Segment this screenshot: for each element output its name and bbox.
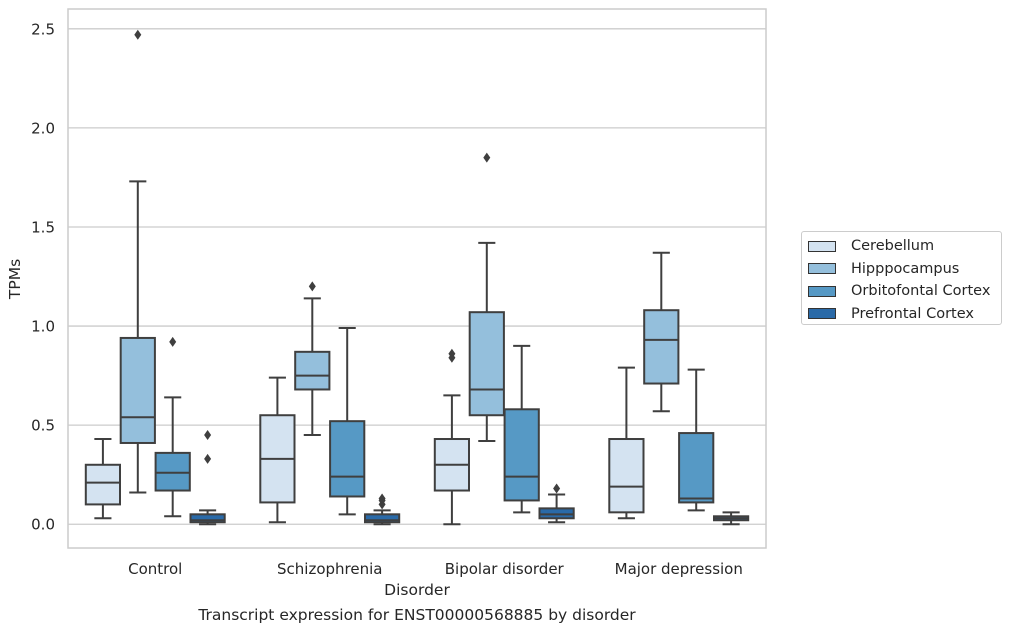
legend-swatch-prefrontal-cortex [808, 308, 836, 320]
legend-swatch-cerebellum [808, 240, 836, 252]
outlier-point [204, 453, 212, 464]
axis-layer: 0.0 0.5 1.0 1.5 2.0 2.5 Control Schizophrenia Bi… [31, 8, 767, 578]
box-cerebellum-control [84, 438, 122, 520]
legend: Cerebellum Hipppocampus Orbitofontal Cor… [801, 231, 1002, 325]
outlier-point [553, 483, 561, 494]
x-tick-label: Schizophrenia [277, 560, 382, 578]
box-cerebellum-bipolar-disorder [433, 348, 471, 526]
box-hipppocampus-major-depression [643, 251, 680, 413]
y-tick-label: 1.0 [31, 318, 55, 336]
plot-frame [67, 8, 767, 549]
x-axis-label: Disorder [384, 581, 450, 599]
box-iqr [363, 513, 401, 524]
box-iqr [189, 513, 226, 524]
y-tick-label: 1.5 [31, 218, 55, 236]
box-prefrontal-cortex-bipolar-disorder [538, 483, 575, 524]
box-iqr [503, 408, 540, 502]
outlier-point [483, 152, 491, 163]
legend-item-cerebellum: Cerebellum [802, 235, 1001, 258]
box-cerebellum-major-depression [608, 366, 645, 520]
box-orbitofontal-cortex-bipolar-disorder [503, 344, 540, 514]
legend-label-cerebellum: Cerebellum [851, 238, 935, 255]
box-orbitofontal-cortex-major-depression [678, 368, 715, 512]
box-hipppocampus-control [119, 29, 156, 494]
box-iqr [643, 309, 680, 385]
legend-swatch-orbitofrontal-cortex [808, 285, 836, 297]
box-hipppocampus-schizophrenia [294, 281, 331, 437]
gridlines [68, 28, 766, 525]
box-iqr [294, 350, 331, 391]
box-prefrontal-cortex-control [189, 430, 226, 526]
outlier-point [204, 430, 212, 441]
legend-item-hippocampus: Hipppocampus [802, 258, 1001, 281]
box-layer [84, 29, 750, 526]
box-iqr [329, 420, 366, 498]
y-tick-label: 0.5 [31, 417, 55, 435]
y-axis-label: TPMs [6, 259, 24, 300]
legend-label-orbitofrontal-cortex: Orbitofontal Cortex [851, 283, 991, 300]
outlier-point [378, 493, 386, 504]
y-tick-label: 2.5 [31, 20, 55, 38]
box-iqr [608, 438, 645, 514]
outlier-point [169, 336, 177, 347]
box-prefrontal-cortex-major-depression [712, 511, 750, 526]
x-tick-label: Major depression [615, 560, 743, 578]
box-iqr [468, 311, 505, 417]
box-orbitofontal-cortex-control [154, 336, 191, 518]
box-iqr [119, 336, 156, 444]
box-iqr [84, 463, 122, 506]
box-hipppocampus-bipolar-disorder [468, 152, 505, 442]
outlier-point [448, 348, 456, 359]
legend-item-orbitofrontal-cortex: Orbitofontal Cortex [802, 280, 1001, 303]
y-tick-label: 0.0 [31, 516, 55, 534]
legend-label-prefrontal-cortex: Prefrontal Cortex [851, 305, 974, 322]
figure-caption: Transcript expression for ENST0000056888… [198, 606, 636, 624]
legend-swatch-hippocampus [808, 263, 836, 275]
box-orbitofontal-cortex-schizophrenia [329, 327, 366, 516]
box-iqr [678, 432, 715, 504]
x-tick-label: Control [128, 560, 182, 578]
box-cerebellum-schizophrenia [259, 376, 296, 524]
outlier-point [134, 29, 142, 40]
y-tick-label: 2.0 [31, 119, 55, 137]
x-tick-label: Bipolar disorder [445, 560, 565, 578]
box-prefrontal-cortex-schizophrenia [363, 493, 401, 526]
legend-label-hippocampus: Hipppocampus [851, 260, 960, 277]
outlier-point [308, 281, 316, 292]
legend-item-prefrontal-cortex: Prefrontal Cortex [802, 303, 1001, 326]
